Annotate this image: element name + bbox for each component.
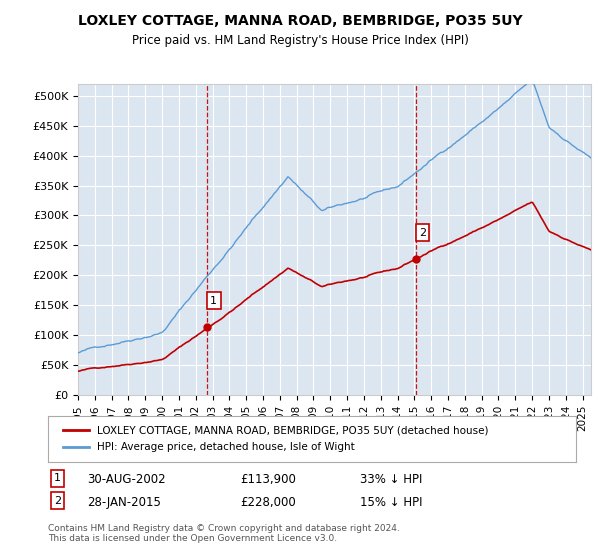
Point: [411, 254, 421, 263]
Text: Price paid vs. HM Land Registry's House Price Index (HPI): Price paid vs. HM Land Registry's House …: [131, 34, 469, 46]
Text: Contains HM Land Registry data © Crown copyright and database right 2024.
This d: Contains HM Land Registry data © Crown c…: [48, 524, 400, 543]
Text: £228,000: £228,000: [240, 496, 296, 508]
Point: [202, 322, 212, 331]
Text: 2: 2: [419, 227, 426, 237]
Text: 33% ↓ HPI: 33% ↓ HPI: [360, 473, 422, 486]
Legend: LOXLEY COTTAGE, MANNA ROAD, BEMBRIDGE, PO35 5UY (detached house), HPI: Average p: LOXLEY COTTAGE, MANNA ROAD, BEMBRIDGE, P…: [58, 422, 493, 456]
Text: 2: 2: [54, 496, 61, 506]
Text: LOXLEY COTTAGE, MANNA ROAD, BEMBRIDGE, PO35 5UY: LOXLEY COTTAGE, MANNA ROAD, BEMBRIDGE, P…: [77, 14, 523, 28]
Text: 28-JAN-2015: 28-JAN-2015: [87, 496, 161, 508]
Text: £113,900: £113,900: [240, 473, 296, 486]
Text: 15% ↓ HPI: 15% ↓ HPI: [360, 496, 422, 508]
Text: 1: 1: [54, 473, 61, 483]
Text: 1: 1: [210, 296, 217, 306]
Text: 30-AUG-2002: 30-AUG-2002: [87, 473, 166, 486]
